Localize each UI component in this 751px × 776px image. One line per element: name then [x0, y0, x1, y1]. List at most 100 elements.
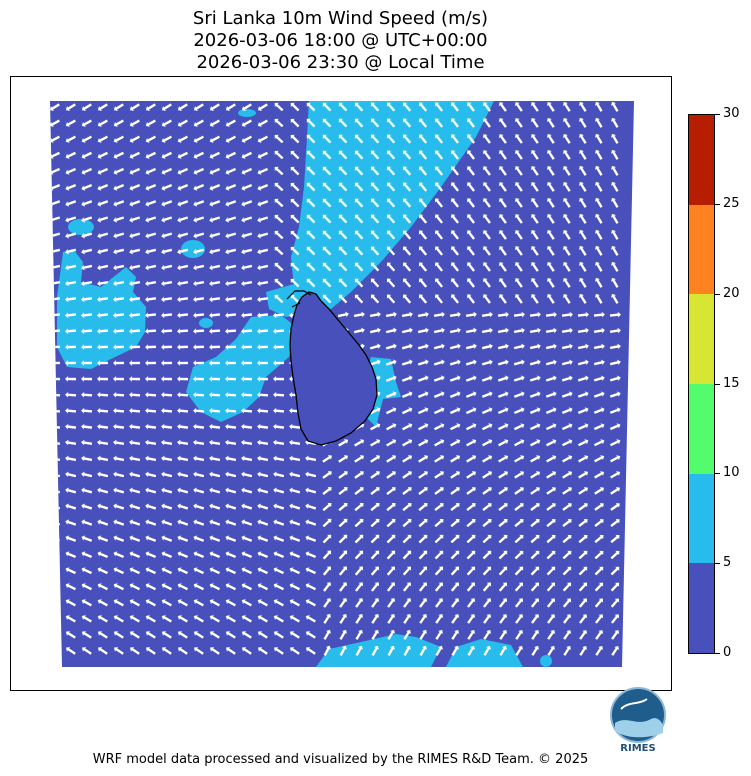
wind-arrow — [257, 167, 269, 175]
wind-arrow — [514, 214, 523, 224]
wind-arrow — [305, 487, 317, 494]
wind-arrow — [547, 229, 555, 240]
wind-arrow — [161, 184, 173, 191]
wind-arrow — [289, 455, 301, 462]
wind-arrow — [273, 551, 285, 559]
wind-arrow — [419, 614, 428, 624]
wind-arrow — [354, 198, 364, 208]
wind-arrow — [193, 135, 204, 143]
wind-arrow — [338, 486, 348, 496]
wind-arrow — [97, 184, 109, 191]
wind-arrow — [433, 407, 445, 415]
wind-arrow — [225, 264, 237, 271]
wind-arrow — [177, 535, 189, 542]
wind-arrow — [97, 551, 109, 559]
wind-arrow — [546, 550, 556, 560]
wind-arrow — [595, 165, 603, 176]
wind-arrow — [145, 296, 157, 303]
wind-arrow — [322, 134, 332, 144]
wind-arrow — [145, 184, 157, 191]
wind-arrow — [129, 312, 141, 319]
wind-arrow — [113, 264, 125, 271]
wind-arrow — [547, 261, 555, 272]
wind-arrow — [419, 645, 427, 656]
wind-arrow — [450, 439, 461, 447]
wind-arrow — [129, 471, 141, 478]
wind-arrow — [449, 375, 461, 382]
wind-arrow — [241, 264, 253, 271]
wind-arrow — [177, 151, 189, 159]
wind-arrow — [401, 407, 413, 415]
wind-arrow — [129, 232, 141, 239]
wind-arrow — [418, 118, 428, 128]
wind-arrow — [81, 392, 93, 398]
wind-arrow — [530, 471, 541, 479]
wind-arrow — [129, 503, 141, 510]
wind-arrow — [65, 167, 77, 175]
wind-arrow — [161, 151, 173, 159]
wind-arrow — [50, 519, 61, 526]
wind-arrow — [529, 311, 541, 318]
wind-arrow — [354, 502, 364, 512]
wind-arrow — [579, 245, 587, 256]
wind-arrow — [387, 598, 396, 608]
wind-arrow — [209, 103, 220, 111]
colorbar-tick-label: 25 — [723, 195, 740, 211]
wind-arrow — [418, 102, 428, 112]
wind-arrow — [386, 439, 397, 447]
wind-arrow — [257, 248, 269, 255]
wind-arrow — [257, 360, 269, 366]
wind-arrow — [577, 359, 589, 366]
wind-arrow — [225, 471, 237, 478]
wind-arrow — [498, 214, 507, 224]
wind-arrow — [65, 296, 77, 303]
wind-arrow — [579, 277, 587, 288]
wind-arrow — [481, 327, 493, 334]
wind-arrow — [50, 646, 60, 655]
wind-arrow — [402, 439, 413, 447]
wind-arrow — [450, 486, 460, 495]
wind-arrow — [595, 197, 603, 208]
wind-arrow — [305, 535, 317, 542]
wind-arrow — [466, 230, 475, 240]
wind-arrow — [145, 280, 157, 287]
wind-arrow — [402, 166, 412, 176]
wind-arrow — [515, 614, 524, 624]
wind-arrow — [530, 150, 539, 160]
wind-arrow — [209, 535, 221, 542]
wind-arrow — [129, 135, 140, 143]
wind-arrow — [370, 262, 380, 272]
wind-arrow — [193, 519, 205, 526]
wind-arrow — [225, 392, 237, 398]
wind-arrow — [466, 262, 475, 272]
wind-arrow — [466, 102, 475, 112]
wind-arrow — [418, 166, 428, 176]
wind-arrow — [547, 277, 555, 288]
wind-arrow — [449, 359, 461, 366]
wind-arrow — [113, 312, 125, 319]
wind-arrow — [417, 327, 429, 334]
wind-arrow — [514, 471, 525, 479]
wind-arrow — [273, 328, 285, 335]
wind-arrow — [225, 103, 236, 111]
wind-arrow — [338, 502, 348, 512]
wind-arrow — [561, 375, 573, 382]
wind-arrow — [529, 359, 541, 366]
wind-arrow — [547, 133, 555, 144]
wind-arrow — [81, 535, 93, 542]
wind-arrow — [545, 327, 557, 334]
wind-arrow — [129, 423, 141, 430]
wind-arrow — [595, 101, 603, 112]
wind-arrow — [273, 455, 285, 462]
wind-arrow — [561, 359, 573, 366]
wind-arrow — [498, 502, 508, 511]
wind-arrow — [513, 423, 525, 431]
wind-arrow — [81, 631, 92, 639]
wind-arrow — [193, 119, 204, 127]
wind-arrow — [530, 502, 540, 511]
wind-arrow — [81, 360, 93, 366]
wind-arrow — [257, 551, 269, 559]
wind-arrow — [113, 631, 124, 639]
wind-arrow — [402, 502, 412, 512]
wind-arrow — [145, 167, 157, 175]
